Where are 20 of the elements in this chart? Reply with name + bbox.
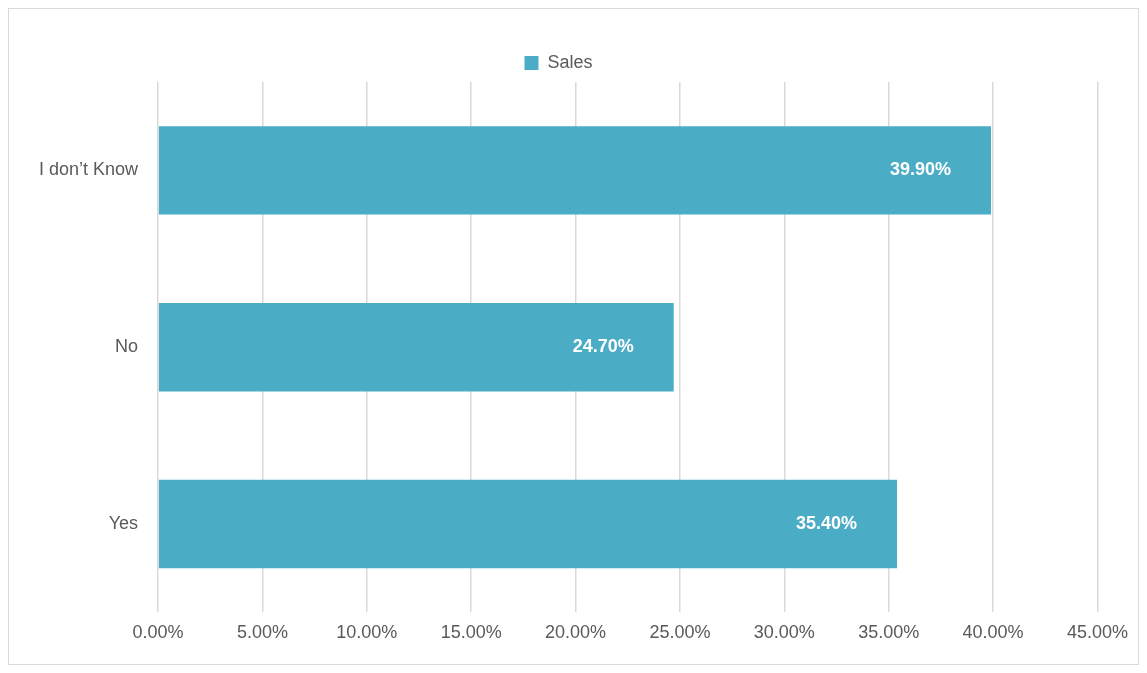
bar: [158, 479, 898, 569]
x-tick-label: 25.00%: [649, 622, 711, 643]
x-tick-label: 5.00%: [236, 622, 288, 643]
x-tick-label: 20.00%: [545, 622, 607, 643]
x-tick-label: 10.00%: [336, 622, 398, 643]
x-tick-label: 15.00%: [440, 622, 502, 643]
x-tick-label: 45.00%: [1066, 622, 1129, 643]
x-tick-label: 30.00%: [753, 622, 815, 643]
data-label: 24.70%: [572, 336, 634, 357]
y-tick-label: I don’t Know: [39, 159, 140, 180]
data-label: 39.90%: [889, 159, 952, 180]
legend-label: Sales: [547, 51, 593, 72]
y-tick-label: Yes: [108, 512, 139, 533]
x-tick-label: 35.00%: [858, 622, 920, 643]
x-tick-label: 40.00%: [962, 622, 1024, 643]
bar: [158, 303, 674, 392]
y-tick-label: No: [115, 336, 139, 357]
data-label: 35.40%: [796, 512, 858, 533]
x-tick-label: 0.00%: [132, 622, 184, 643]
bar: [158, 126, 992, 215]
